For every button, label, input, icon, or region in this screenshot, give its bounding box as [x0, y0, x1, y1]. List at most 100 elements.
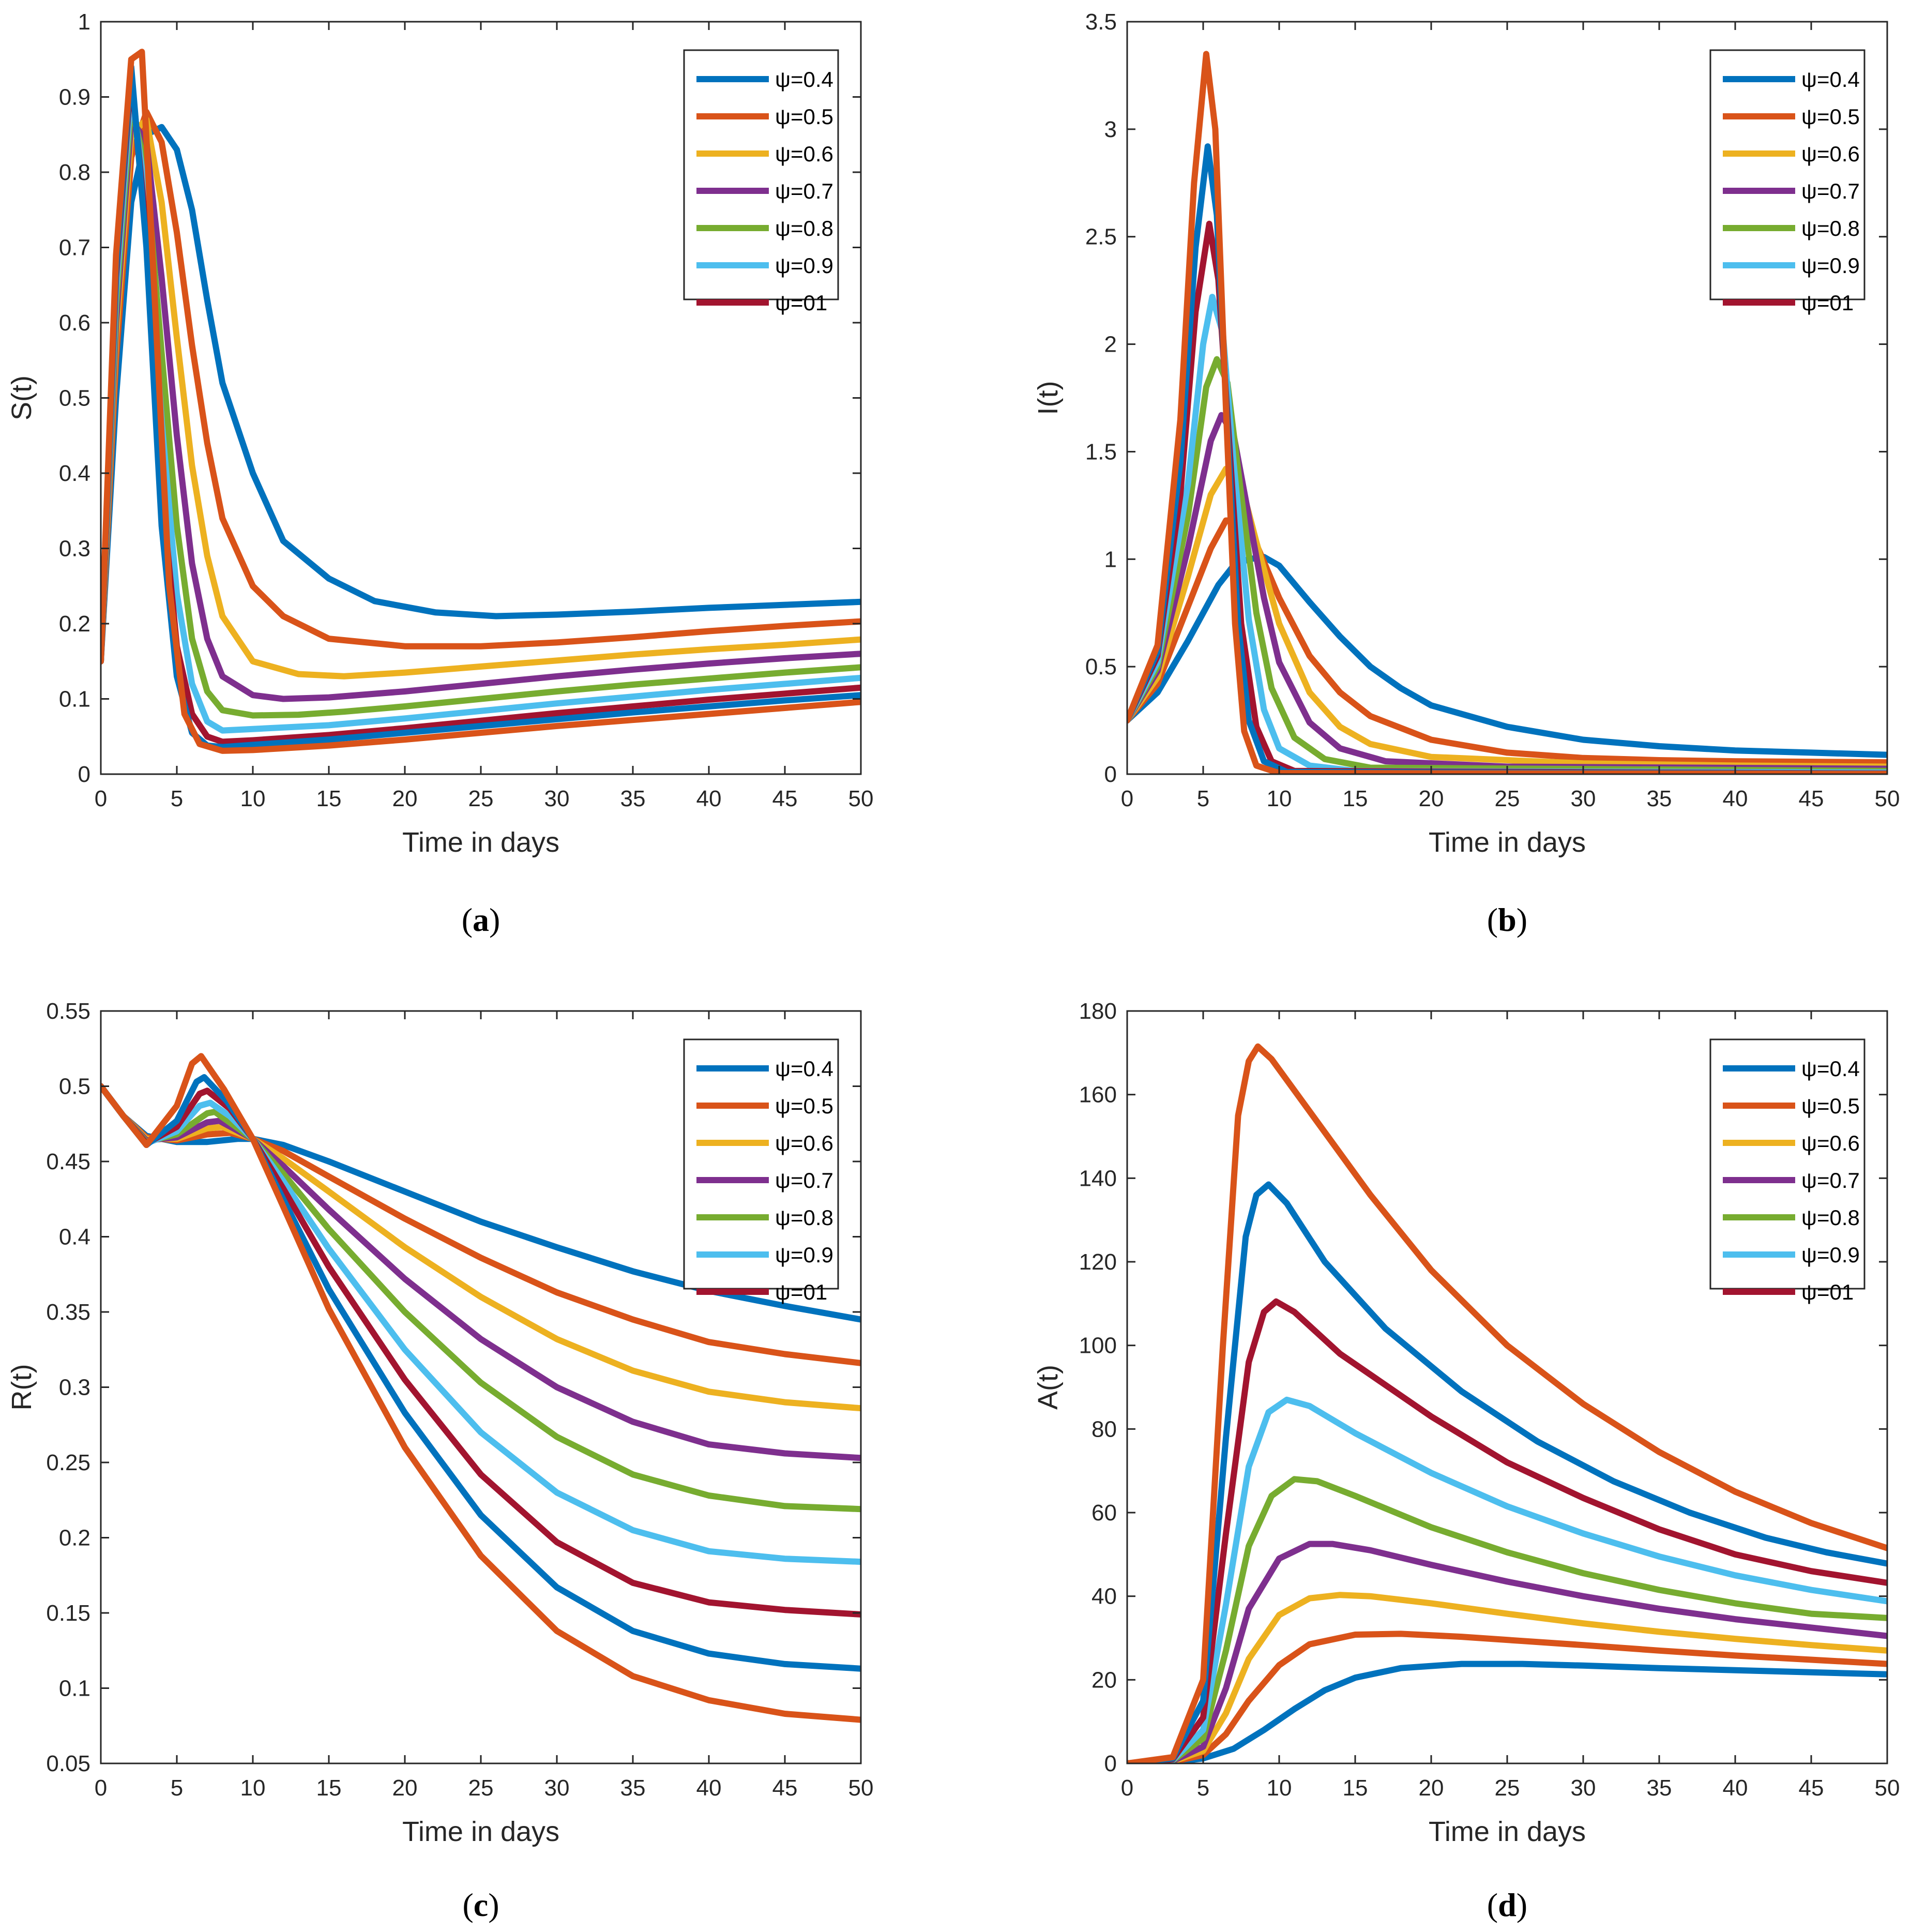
- legend-label: ψ=0.4: [775, 67, 833, 92]
- y-tick-label: 0.4: [59, 1225, 90, 1250]
- x-tick-label: 30: [544, 786, 570, 811]
- series-line-9: [101, 49, 861, 754]
- y-tick-label: 0.6: [59, 310, 90, 336]
- legend-item: ψ=0.7: [696, 1168, 833, 1193]
- x-tick-label: 35: [620, 1775, 646, 1801]
- axes-box: [1126, 21, 1888, 775]
- legend-label: ψ=0.5: [775, 1094, 833, 1118]
- legend-label: ψ=0.8: [775, 216, 833, 240]
- y-axis-label: S(t): [6, 375, 37, 420]
- series-line-3: [1127, 465, 1887, 770]
- y-axis-label: I(t): [1033, 381, 1064, 415]
- legend: ψ=0.4 ψ=0.5 ψ=0.6 ψ=0.7 ψ=0.8 ψ=0.9 ψ=01: [1709, 49, 1866, 315]
- series-line-2: [1127, 517, 1887, 766]
- series-line-4: [1127, 412, 1887, 772]
- x-tick-label: 50: [1875, 1775, 1900, 1801]
- x-tick-label: 40: [696, 786, 722, 811]
- y-tick-label: 0.25: [46, 1450, 90, 1475]
- axes-box: [1126, 1010, 1888, 1764]
- y-tick-label: 0.45: [46, 1149, 90, 1174]
- legend-label: ψ=01: [775, 1280, 827, 1304]
- panel-caption: (c): [462, 1886, 499, 1923]
- x-tick-label: 45: [1799, 786, 1824, 811]
- y-tick-label: 180: [1079, 999, 1117, 1024]
- y-tick-label: 2.5: [1085, 224, 1117, 250]
- y-tick-label: 0.8: [59, 160, 90, 185]
- y-tick-label: 120: [1079, 1249, 1117, 1275]
- legend-item: ψ=0.7: [1723, 1168, 1860, 1193]
- series-line-5: [1127, 356, 1887, 774]
- legend-label: ψ=0.6: [775, 142, 833, 166]
- panel-a: 0 5 10 15 20 25 30 35 40 45 50 0 0.1 0.2 0.3 0.4 0.5 0.6 0…: [6, 9, 873, 938]
- x-tick-label: 0: [1121, 786, 1133, 811]
- y-tick-label: 0.3: [59, 536, 90, 562]
- x-axis-label: Time in days: [402, 827, 559, 858]
- y-tick-label: 0: [1104, 1751, 1117, 1776]
- y-tick-label: 0.1: [59, 687, 90, 712]
- y-tick-label: 2: [1104, 332, 1117, 357]
- series-line-9: [1127, 1043, 1887, 1763]
- panel-caption: (a): [462, 901, 501, 938]
- x-tick-label: 20: [1419, 786, 1444, 811]
- legend-item: ψ=01: [696, 1280, 827, 1304]
- series-line-8: [1127, 1181, 1887, 1763]
- y-tick-label: 1: [1104, 547, 1117, 572]
- legend-label: ψ=0.5: [1801, 1094, 1860, 1118]
- x-tick-label: 50: [1875, 786, 1900, 811]
- series-line-1: [1127, 554, 1887, 758]
- legend-item: ψ=0.6: [696, 142, 833, 166]
- legend-label: ψ=0.8: [1801, 216, 1860, 240]
- x-axis-label: Time in days: [402, 1816, 559, 1847]
- x-tick-label: 10: [240, 786, 266, 811]
- legend-item: ψ=01: [1723, 291, 1854, 315]
- legend: ψ=0.4 ψ=0.5 ψ=0.6 ψ=0.7 ψ=0.8 ψ=0.9 ψ=01: [683, 49, 839, 315]
- y-tick-label: 0.4: [59, 461, 90, 486]
- x-tick-label: 20: [1419, 1775, 1444, 1801]
- x-tick-label: 0: [95, 786, 107, 811]
- legend-item: ψ=0.6: [696, 1131, 833, 1155]
- y-tick-label: 0.05: [46, 1751, 90, 1776]
- legend-item: ψ=0.7: [1723, 179, 1860, 203]
- legend-label: ψ=01: [775, 291, 827, 315]
- x-tick-label: 15: [1343, 786, 1368, 811]
- x-tick-label: 25: [468, 786, 494, 811]
- x-tick-label: 45: [1799, 1775, 1824, 1801]
- x-tick-label: 30: [1571, 1775, 1596, 1801]
- y-tick-label: 40: [1091, 1584, 1117, 1609]
- y-tick-label: 1: [78, 9, 90, 35]
- x-tick-label: 0: [95, 1775, 107, 1801]
- x-tick-label: 10: [1267, 1775, 1292, 1801]
- x-tick-label: 15: [316, 786, 342, 811]
- y-tick-label: 0.15: [46, 1601, 90, 1626]
- panel-caption: (b): [1487, 901, 1527, 938]
- series-line-3: [1127, 1592, 1887, 1763]
- panel-caption: (d): [1487, 1886, 1527, 1923]
- y-tick-label: 0.1: [59, 1676, 90, 1701]
- axes-box: [100, 1010, 862, 1764]
- legend-label: ψ=0.8: [775, 1205, 833, 1230]
- legend-item: ψ=01: [696, 291, 827, 315]
- y-tick-label: 160: [1079, 1082, 1117, 1108]
- legend: ψ=0.4 ψ=0.5 ψ=0.6 ψ=0.7 ψ=0.8 ψ=0.9 ψ=01: [683, 1038, 839, 1304]
- series-line-9: [101, 1053, 861, 1723]
- legend-label: ψ=0.6: [775, 1131, 833, 1155]
- legend-item: ψ=0.8: [696, 216, 833, 240]
- y-tick-label: 0.3: [59, 1375, 90, 1400]
- y-tick-label: 3: [1104, 117, 1117, 142]
- y-tick-label: 60: [1091, 1500, 1117, 1526]
- x-tick-label: 10: [1267, 786, 1292, 811]
- x-tick-label: 45: [772, 786, 798, 811]
- x-tick-label: 5: [1197, 786, 1209, 811]
- legend-item: ψ=0.5: [1723, 1094, 1860, 1118]
- series-group: [1127, 1043, 1887, 1763]
- legend-item: ψ=0.4: [1723, 1056, 1860, 1081]
- legend-label: ψ=0.6: [1801, 142, 1860, 166]
- series-line-2: [1127, 1631, 1887, 1763]
- series-group: [101, 49, 861, 754]
- y-tick-label: 0.2: [59, 611, 90, 637]
- legend-box: [683, 1038, 839, 1290]
- legend-item: ψ=0.8: [1723, 216, 1860, 240]
- x-tick-label: 25: [1495, 786, 1520, 811]
- y-tick-label: 20: [1091, 1667, 1117, 1693]
- legend-item: ψ=0.8: [696, 1205, 833, 1230]
